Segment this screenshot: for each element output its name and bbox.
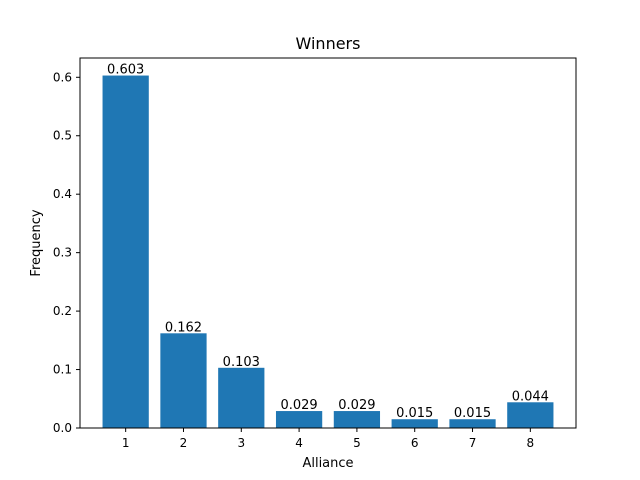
bar-1 — [102, 75, 149, 428]
bar-8 — [507, 402, 554, 428]
data-label-6: 0.015 — [396, 406, 433, 421]
y-tick-label: 0.3 — [53, 246, 72, 260]
x-tick-label: 7 — [469, 436, 477, 450]
data-label-7: 0.015 — [454, 406, 491, 421]
data-label-3: 0.103 — [223, 355, 260, 370]
x-tick-label: 4 — [295, 436, 303, 450]
y-tick-label: 0.0 — [53, 421, 72, 435]
y-tick-label: 0.1 — [53, 363, 72, 377]
y-tick-label: 0.6 — [53, 70, 72, 84]
bar-4 — [275, 411, 323, 428]
y-tick-label: 0.5 — [53, 129, 72, 143]
data-label-5: 0.029 — [338, 398, 375, 413]
data-label-4: 0.029 — [280, 398, 317, 413]
chart-title: Winners — [296, 34, 361, 53]
data-labels: 0.603 0.162 0.103 0.029 0.029 0.015 0.015 0.044 — [107, 63, 549, 422]
bars — [102, 75, 554, 428]
axes-frame — [79, 57, 577, 429]
x-axis-ticks: 1 2 3 4 5 6 7 8 — [122, 428, 534, 450]
bar-2 — [160, 333, 207, 428]
x-tick-label: 2 — [180, 436, 188, 450]
x-tick-label: 6 — [411, 436, 419, 450]
x-tick-label: 5 — [353, 436, 361, 450]
bar-6 — [391, 419, 438, 428]
bar-3 — [218, 367, 265, 428]
x-tick-label: 1 — [122, 436, 130, 450]
x-tick-label: 3 — [237, 436, 245, 450]
y-axis-ticks: 0.0 0.1 0.2 0.3 0.4 0.5 0.6 — [53, 70, 80, 435]
data-label-2: 0.162 — [165, 320, 202, 335]
bar-7 — [449, 419, 496, 428]
x-tick-label: 8 — [527, 436, 535, 450]
bar-5 — [333, 411, 381, 428]
y-tick-label: 0.2 — [53, 304, 72, 318]
data-label-8: 0.044 — [512, 389, 549, 404]
x-axis-label: Alliance — [302, 456, 353, 471]
y-tick-label: 0.4 — [53, 187, 72, 201]
data-label-1: 0.603 — [107, 63, 144, 78]
y-axis-label: Frequency — [29, 209, 44, 276]
